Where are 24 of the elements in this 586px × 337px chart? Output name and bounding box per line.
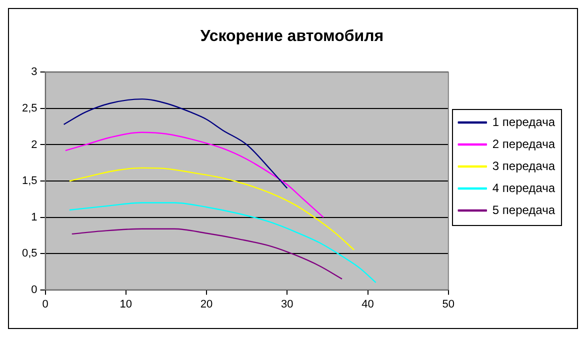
y-tick-label: 1	[31, 211, 38, 224]
line-series	[63, 98, 288, 189]
x-tick-label: 10	[120, 298, 132, 310]
legend-label: 5 передача	[492, 202, 556, 217]
y-tick-label: 2	[31, 138, 38, 151]
line-series	[71, 228, 343, 280]
x-tick-label: 30	[281, 298, 294, 310]
x-tick-label: 50	[442, 298, 455, 310]
legend-label: 4 передача	[492, 180, 556, 195]
chart-title: Ускорение автомобиля	[200, 28, 384, 46]
y-tick-label: 0,5	[22, 248, 38, 260]
line-series	[68, 202, 376, 284]
line-series	[68, 167, 355, 251]
x-tick-label: 40	[362, 298, 374, 310]
legend-label: 2 передача	[492, 136, 556, 151]
y-tick-label: 1,5	[22, 175, 38, 188]
y-tick-label: 3	[31, 66, 38, 78]
legend-label: 1 передача	[492, 114, 556, 129]
x-tick-label: 20	[200, 298, 213, 310]
legend-label: 3 передача	[492, 158, 556, 173]
y-tick-label: 0	[31, 284, 38, 296]
line-series	[64, 132, 324, 218]
y-tick-label: 2,5	[22, 102, 38, 114]
x-tick-label: 0	[42, 298, 48, 310]
